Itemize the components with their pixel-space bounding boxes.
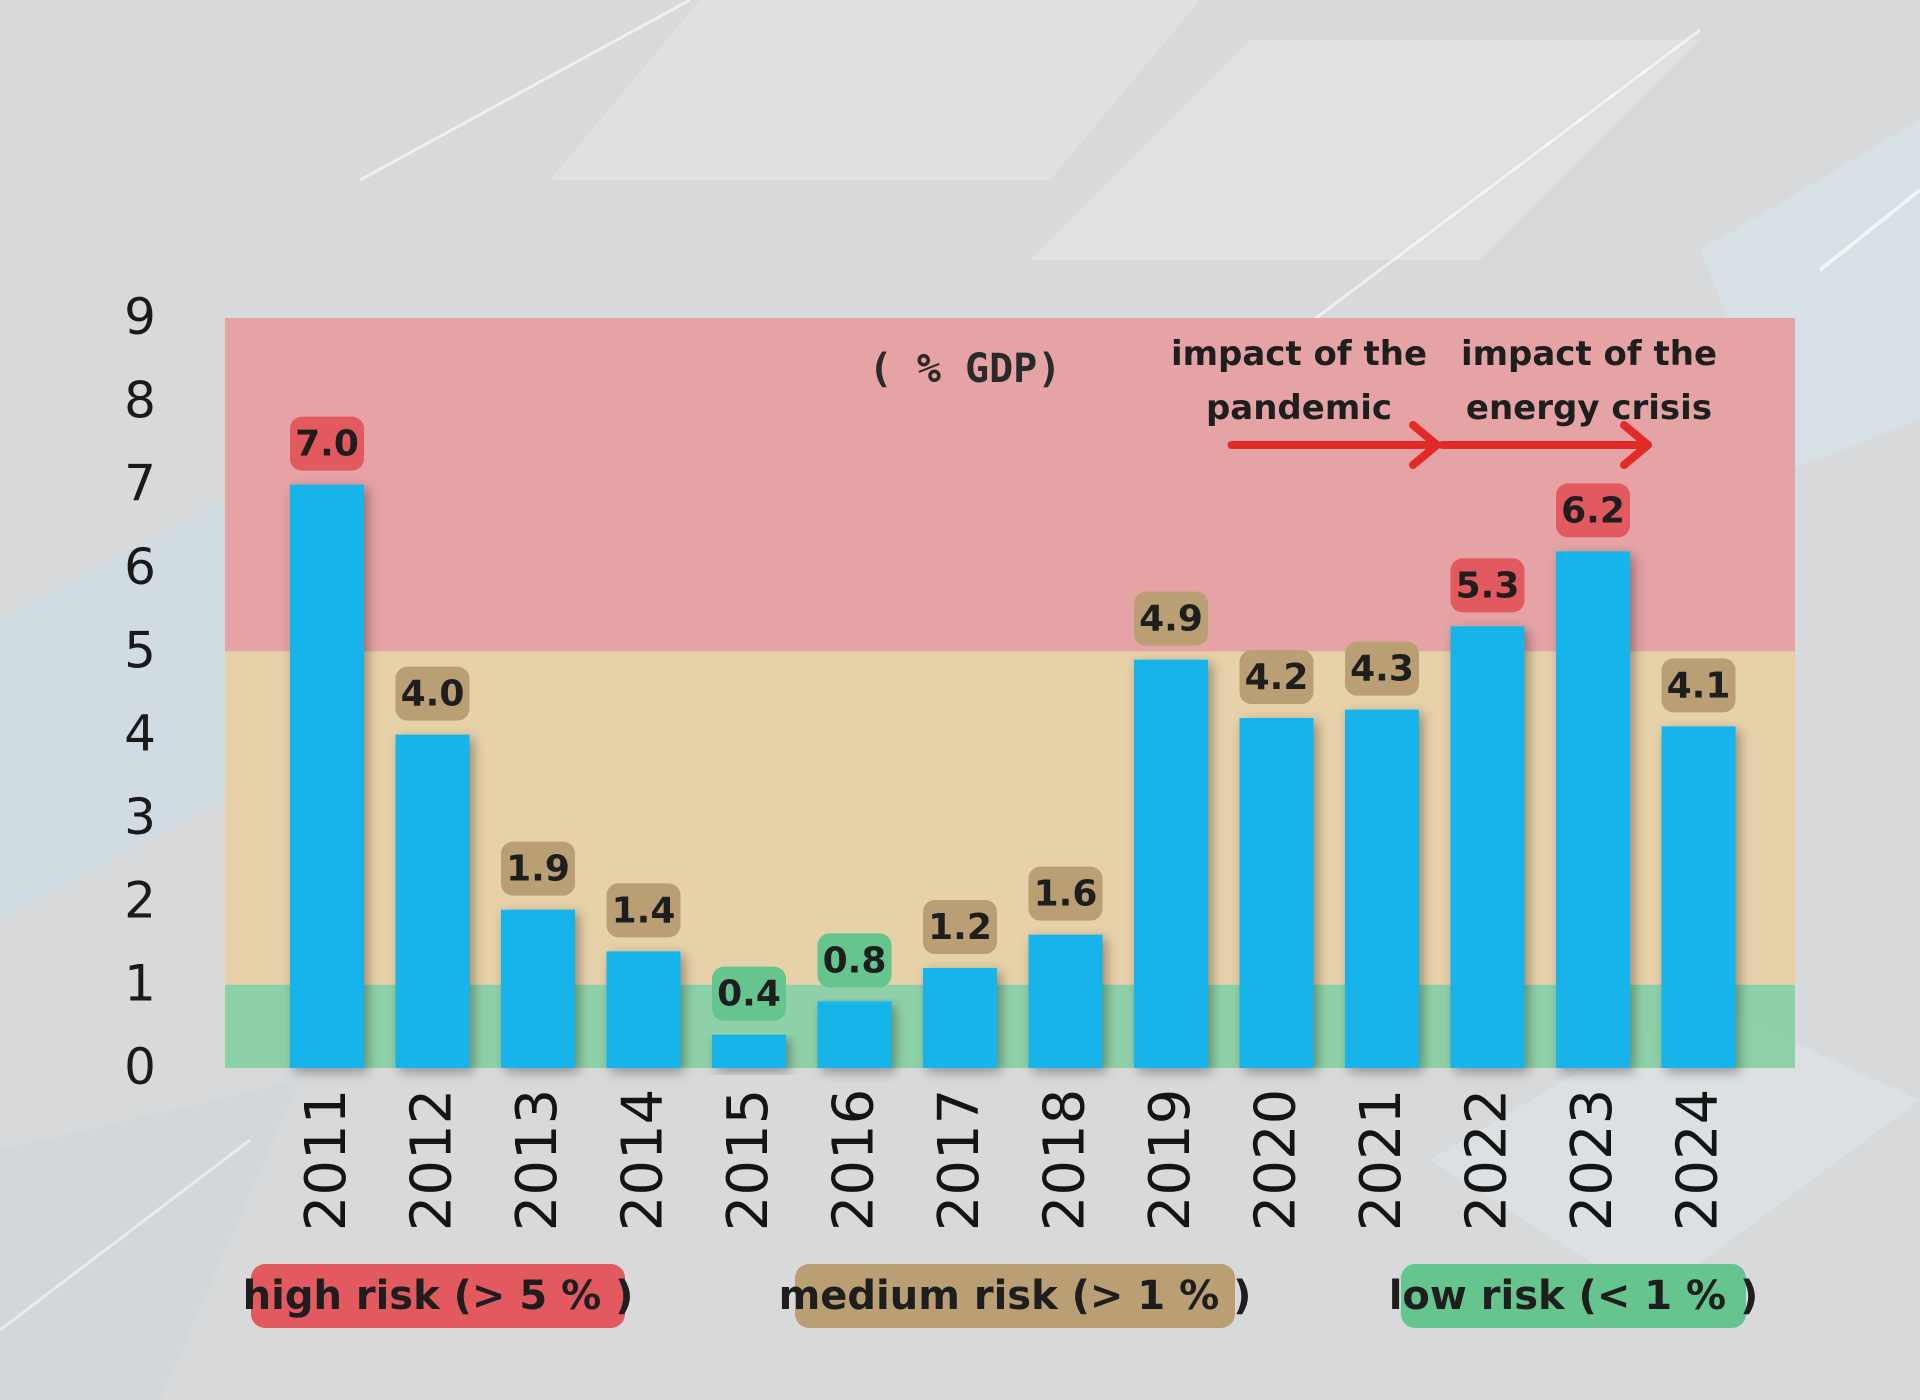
value-label-badge <box>501 841 575 896</box>
value-label-badge <box>290 416 364 471</box>
value-label-badge <box>1028 866 1103 921</box>
x-tick-label: 2013 <box>505 1089 570 1232</box>
y-tick-label: 6 <box>124 538 156 596</box>
y-tick-label: 7 <box>124 455 156 513</box>
legend-high-risk: high risk (> 5 % ) <box>243 1264 633 1328</box>
x-tick-label: 2015 <box>716 1089 781 1232</box>
value-label: 6.2 <box>1561 490 1625 531</box>
risk-band-medium <box>225 651 1795 985</box>
y-tick-label: 5 <box>124 621 156 679</box>
legend-low-risk: low risk (< 1 % ) <box>1389 1264 1758 1328</box>
x-tick-label: 2017 <box>927 1089 992 1232</box>
bar <box>817 1001 892 1068</box>
bar <box>712 1034 786 1068</box>
bar <box>923 968 997 1068</box>
y-tick-label: 4 <box>124 705 156 763</box>
value-label: 4.9 <box>1139 599 1203 640</box>
value-label: 5.3 <box>1456 565 1520 606</box>
value-label: 1.4 <box>612 890 676 931</box>
value-label: 1.6 <box>1034 874 1098 915</box>
annotation-text: pandemic <box>1206 388 1392 428</box>
x-tick-label: 2011 <box>294 1089 359 1232</box>
annotation-arrow-head <box>1620 421 1652 469</box>
value-label-badge <box>395 666 470 721</box>
bar <box>1661 726 1736 1068</box>
annotation-text: energy crisis <box>1466 388 1712 428</box>
bar <box>1556 551 1630 1068</box>
y-tick-label: 9 <box>124 288 156 346</box>
annotation-arrow-head <box>1409 421 1441 469</box>
x-tick-label: 2021 <box>1349 1089 1414 1232</box>
y-tick-label: 3 <box>124 788 156 846</box>
annotation-text: impact of the <box>1171 334 1427 374</box>
x-tick-label: 2020 <box>1244 1089 1309 1232</box>
value-label: 4.1 <box>1667 665 1731 706</box>
value-label: 1.9 <box>506 849 570 890</box>
bar <box>1134 659 1208 1068</box>
bar <box>1239 718 1314 1068</box>
value-label: 1.2 <box>928 907 992 948</box>
bar <box>1345 709 1419 1068</box>
y-tick-label: 1 <box>124 955 156 1013</box>
bar <box>290 484 364 1069</box>
value-label: 0.4 <box>717 974 781 1015</box>
y-tick-label: 2 <box>124 871 156 929</box>
risk-band-high <box>225 318 1795 652</box>
x-tick-label: 2019 <box>1138 1089 1203 1232</box>
value-label-badge <box>606 883 681 938</box>
bar <box>501 909 575 1068</box>
legend-medium-risk: medium risk (> 1 % ) <box>779 1264 1251 1328</box>
x-tick-label: 2022 <box>1455 1089 1520 1232</box>
bar <box>1450 626 1525 1068</box>
value-label-badge <box>1556 483 1630 538</box>
bar <box>606 951 681 1068</box>
value-label: 4.3 <box>1350 649 1414 690</box>
x-tick-label: 2012 <box>400 1089 465 1232</box>
x-tick-label: 2023 <box>1560 1089 1625 1232</box>
value-label-badge <box>1134 591 1208 646</box>
value-label-badge <box>817 933 892 988</box>
value-label-badge <box>923 900 997 954</box>
y-tick-label: 0 <box>124 1038 156 1096</box>
bar <box>395 734 470 1068</box>
value-label: 0.8 <box>823 940 887 981</box>
value-label-badge <box>1661 658 1736 713</box>
value-label-badge <box>1345 641 1419 696</box>
value-label-badge <box>1239 650 1314 704</box>
value-label-badge <box>712 966 786 1021</box>
y-tick-label: 8 <box>124 371 156 429</box>
value-label-badge <box>1450 558 1525 613</box>
x-tick-label: 2014 <box>611 1089 676 1232</box>
x-tick-label: 2018 <box>1033 1089 1098 1232</box>
bar <box>1028 934 1103 1068</box>
value-label: 4.0 <box>401 674 465 715</box>
x-tick-label: 2016 <box>822 1089 887 1232</box>
value-label: 7.0 <box>295 424 359 465</box>
annotation-text: impact of the <box>1461 334 1717 374</box>
chart-title: ( % GDP) <box>869 346 1062 392</box>
x-tick-label: 2024 <box>1666 1089 1731 1232</box>
value-label: 4.2 <box>1245 657 1309 698</box>
risk-band-low <box>225 984 1795 1068</box>
